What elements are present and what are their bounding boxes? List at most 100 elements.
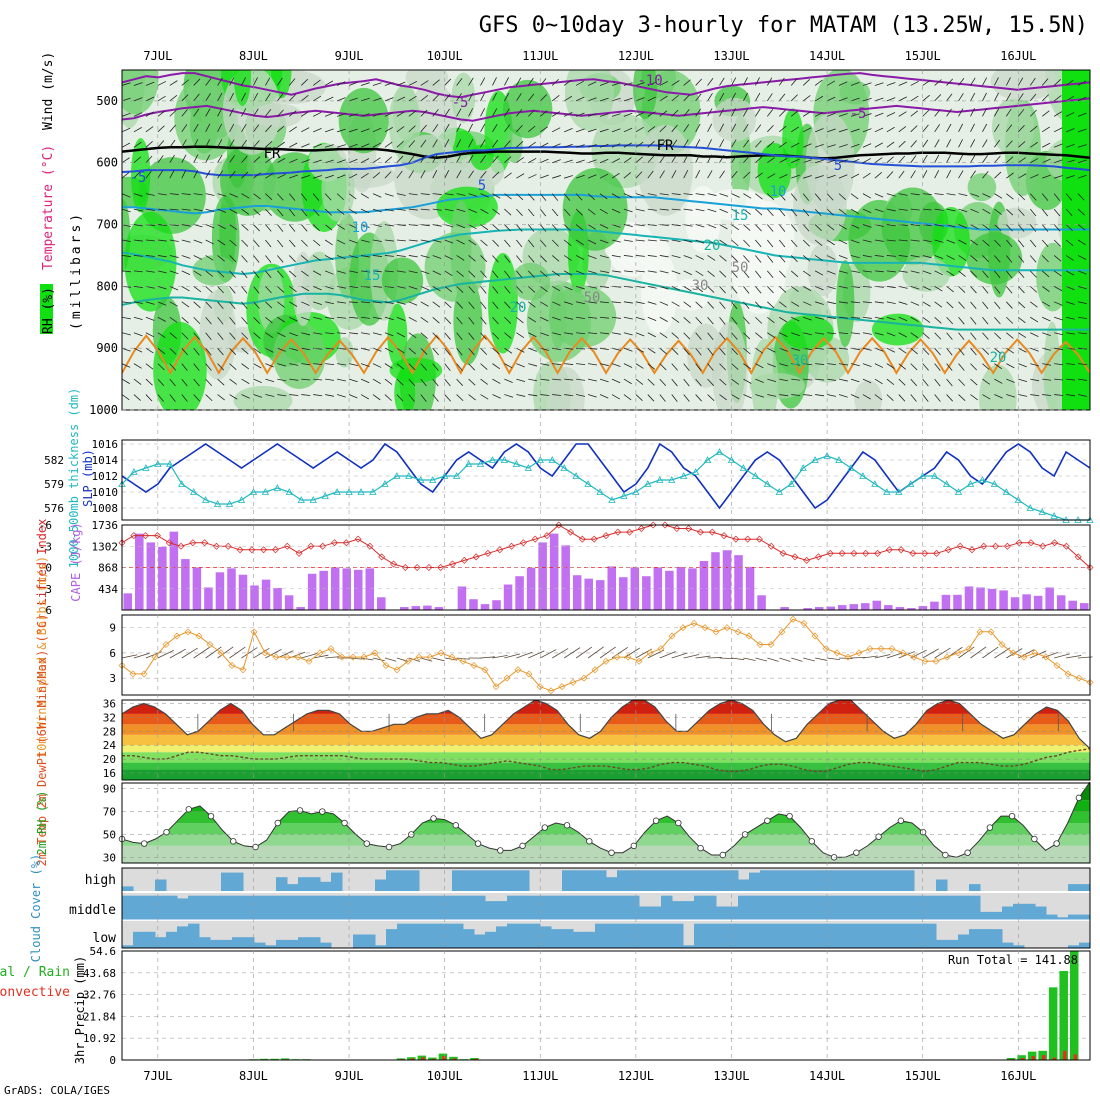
pressure-axis-label: (millibars)	[69, 211, 84, 330]
li-marker	[637, 525, 645, 533]
wind-barb	[265, 208, 272, 216]
wind-barb	[301, 270, 309, 277]
wind-barb	[289, 332, 298, 337]
wind-barb	[1077, 193, 1085, 201]
wind-barb	[169, 394, 176, 402]
wind-speed-marker	[1020, 653, 1028, 661]
wind-barb	[241, 92, 246, 102]
wind-barb	[540, 158, 549, 164]
wind-barb	[169, 80, 178, 86]
wind-barb	[731, 347, 739, 355]
rh-marker	[341, 819, 348, 827]
wind-barb	[743, 208, 751, 215]
wind-barb	[575, 193, 583, 201]
cape-bar	[469, 599, 478, 610]
wind-barb	[396, 239, 406, 242]
wind-barb	[1054, 394, 1064, 396]
precip-tick-label: 54.6	[90, 945, 117, 958]
wind-barb	[157, 332, 166, 339]
wind-barb	[576, 363, 586, 366]
wind-barb	[563, 79, 572, 86]
wind-barb	[277, 316, 286, 323]
wind-barb	[564, 128, 573, 133]
wind-barb	[623, 270, 633, 273]
rh-marker	[897, 817, 905, 824]
cape-bar	[538, 542, 547, 610]
cloud-bar	[133, 895, 145, 920]
thickness-marker	[560, 464, 568, 471]
wind-barb	[145, 155, 153, 163]
surface-wind-barb	[779, 657, 791, 662]
cloud-bar	[507, 923, 519, 948]
cloud-bar	[551, 895, 563, 920]
wind-barb	[1006, 156, 1014, 164]
wind-barb	[934, 109, 941, 117]
footer-credit: GrADS: COLA/IGES	[4, 1084, 110, 1097]
wind-barb	[336, 97, 346, 102]
precip-convective-bar	[410, 1058, 415, 1060]
wind-barb	[1018, 173, 1027, 179]
wind-barb	[635, 156, 643, 164]
wind-barb	[348, 378, 358, 383]
wind-barb	[528, 208, 535, 217]
wind-barb	[396, 270, 406, 273]
wind-barb	[217, 317, 224, 325]
wind-barb	[1042, 158, 1051, 164]
wind-barb	[372, 239, 382, 242]
wind-barb	[288, 193, 296, 201]
wind-barb	[133, 82, 143, 86]
wind-barb	[791, 301, 800, 307]
cape-bar	[814, 607, 824, 610]
cloud-bar	[232, 937, 244, 948]
wind-barb	[122, 82, 131, 86]
cape-bar	[595, 580, 605, 610]
cloud-bar	[232, 895, 244, 920]
thickness-frame	[121, 439, 1091, 521]
cloud-bar	[672, 923, 684, 948]
wind-barb	[1006, 108, 1012, 117]
rh-marker	[563, 822, 571, 829]
wind-barb	[946, 123, 952, 133]
wind-barb	[755, 140, 762, 148]
rh-marker	[630, 842, 638, 850]
thickness-marker	[476, 460, 485, 467]
wind-barb	[826, 239, 835, 246]
wind-barb	[468, 170, 474, 179]
wind-barb	[372, 255, 382, 257]
wind-barb	[456, 332, 463, 341]
wind-barb	[193, 347, 200, 356]
wind-barb	[157, 170, 164, 179]
wind-barb	[647, 81, 657, 86]
cloud-bar	[760, 870, 772, 891]
cloud-bar	[408, 895, 420, 920]
cape-bar	[135, 533, 144, 610]
cloud-bar	[969, 929, 981, 948]
wind-barb	[229, 363, 237, 370]
rh-marker	[541, 824, 549, 831]
wind-barb	[456, 193, 466, 196]
wind-barb	[145, 316, 155, 321]
wind-barb	[707, 123, 713, 133]
wind-barb	[277, 332, 286, 338]
cape-bar	[457, 586, 467, 610]
wind-barb	[528, 316, 537, 323]
wind-barb	[122, 172, 130, 179]
cloud-bar	[276, 895, 288, 920]
wind-barb	[444, 170, 450, 179]
wind-barb	[970, 154, 976, 163]
li-marker	[295, 549, 303, 557]
wind-barb	[444, 394, 451, 402]
cloud-bar	[639, 906, 651, 920]
wind-barb	[277, 286, 285, 293]
wind-barb	[312, 255, 321, 261]
wind-barb	[695, 170, 701, 179]
wind-barb	[599, 332, 610, 335]
wind-barb	[205, 239, 214, 245]
wind-barb	[826, 285, 836, 290]
wind-barb	[946, 255, 955, 260]
temp-frame	[121, 699, 1091, 781]
contour-label: -10	[637, 73, 662, 89]
wind-barb	[599, 394, 609, 399]
wind-barb	[1017, 109, 1025, 117]
thickness-marker	[596, 488, 604, 495]
